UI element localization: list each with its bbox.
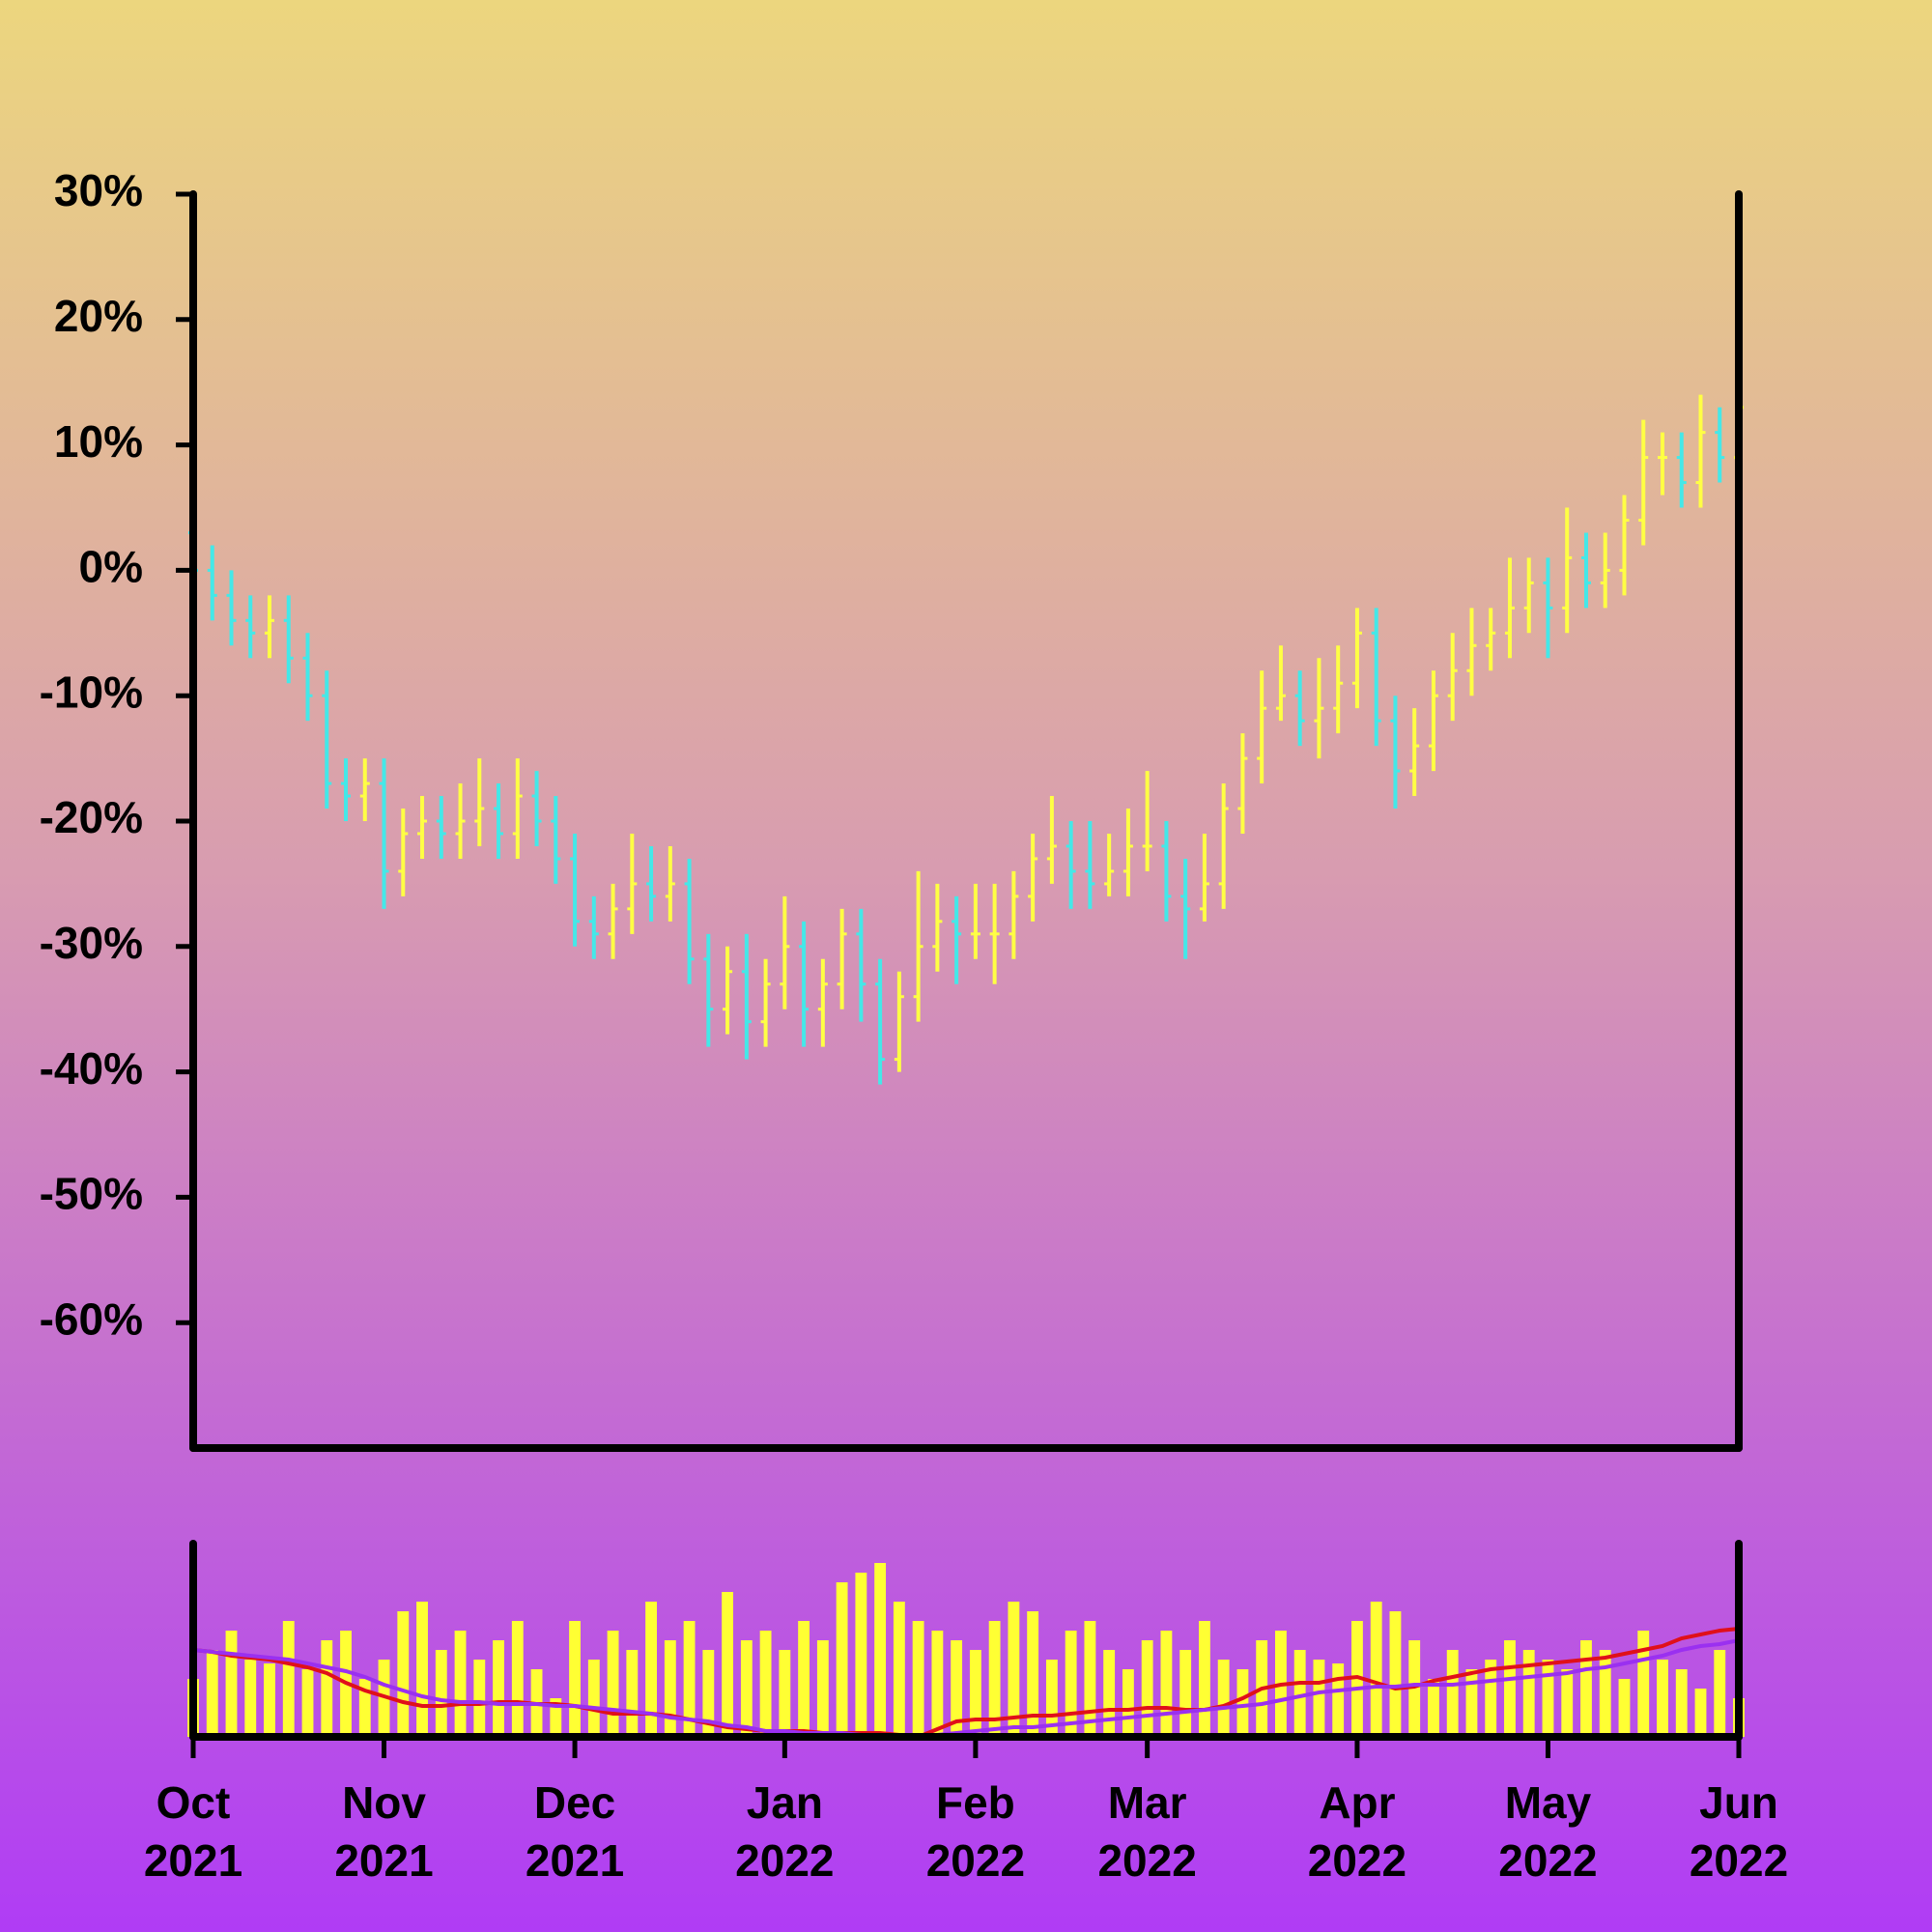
volume-bar xyxy=(1160,1631,1173,1737)
volume-bar xyxy=(1714,1650,1726,1737)
x-tick-label: Jan 2022 xyxy=(735,1777,835,1886)
volume-bar xyxy=(912,1621,924,1737)
volume-bar xyxy=(836,1582,848,1737)
volume-bar xyxy=(493,1640,504,1737)
volume-bar xyxy=(511,1621,524,1737)
volume-bar xyxy=(1542,1660,1554,1737)
y-tick-label: -30% xyxy=(40,918,143,968)
volume-bar xyxy=(607,1631,619,1737)
volume-bar xyxy=(645,1602,657,1737)
volume-bar xyxy=(626,1650,639,1737)
volume-bar xyxy=(1694,1689,1707,1737)
volume-bar xyxy=(1027,1611,1039,1737)
volume-bar xyxy=(225,1631,238,1737)
volume-bar xyxy=(1485,1660,1497,1737)
volume-bar xyxy=(454,1631,467,1737)
y-tick-label: -40% xyxy=(40,1043,143,1094)
volume-bar xyxy=(1045,1660,1058,1737)
volume-bar xyxy=(1141,1640,1153,1737)
volume-bar xyxy=(931,1631,944,1737)
volume-bar xyxy=(1217,1660,1230,1737)
volume-bar xyxy=(874,1563,887,1737)
moving-average xyxy=(192,1627,1740,1740)
x-tick-label: Mar 2022 xyxy=(1097,1777,1197,1886)
volume-bar xyxy=(301,1669,314,1737)
volume-bar xyxy=(1065,1631,1077,1737)
volume-bar xyxy=(282,1621,295,1737)
volume-bar xyxy=(1599,1650,1611,1737)
volume-bar xyxy=(1561,1669,1574,1737)
volume-bar xyxy=(1428,1679,1439,1737)
volume-bar xyxy=(397,1611,410,1737)
volume-bar xyxy=(1370,1602,1382,1737)
volume-bar xyxy=(1198,1621,1210,1737)
volume-bar xyxy=(969,1650,981,1737)
volume-bar xyxy=(722,1592,734,1737)
volume-bar xyxy=(988,1621,1001,1737)
volume-bar xyxy=(358,1679,371,1737)
volume-bar xyxy=(893,1602,905,1737)
y-tick-label: 10% xyxy=(54,416,143,467)
volume-bar xyxy=(550,1698,562,1737)
volume-bar xyxy=(664,1640,676,1737)
volume-bar xyxy=(1179,1650,1192,1737)
y-tick-label: -20% xyxy=(40,792,143,842)
y-tick-label: -10% xyxy=(40,667,143,717)
volume-bar xyxy=(1657,1660,1668,1737)
y-tick-label: 20% xyxy=(54,291,143,341)
volume-bar xyxy=(569,1621,581,1737)
x-tick-label: Jun 2022 xyxy=(1689,1777,1789,1886)
volume-bar xyxy=(1293,1650,1306,1737)
y-tick-label: -50% xyxy=(40,1169,143,1219)
x-tick-label: Oct 2021 xyxy=(143,1777,243,1886)
volume-bar xyxy=(244,1660,257,1737)
y-tick-label: 0% xyxy=(79,542,143,592)
volume-bar xyxy=(1122,1669,1134,1737)
volume-bar xyxy=(759,1631,772,1737)
volume-bar xyxy=(1618,1679,1631,1737)
volume-bar xyxy=(855,1573,867,1737)
volume-bar xyxy=(1465,1669,1478,1737)
volume-bar xyxy=(264,1663,275,1737)
x-tick-label: Apr 2022 xyxy=(1307,1777,1407,1886)
volume-bar xyxy=(321,1640,333,1737)
volume-bar xyxy=(1389,1611,1402,1737)
x-tick-label: Nov 2021 xyxy=(334,1777,434,1886)
volume-bar xyxy=(1008,1602,1020,1737)
volume-bar xyxy=(951,1640,963,1737)
volume-bar xyxy=(1504,1640,1516,1737)
x-tick-label: Dec 2021 xyxy=(525,1777,625,1886)
volume-bar xyxy=(1637,1631,1650,1737)
volume-bar xyxy=(435,1650,447,1737)
volume-bar xyxy=(1313,1660,1325,1737)
y-tick-label: -60% xyxy=(40,1293,143,1344)
volume-bar xyxy=(816,1640,829,1737)
volume-bar xyxy=(683,1621,696,1737)
volume-bar xyxy=(473,1660,486,1737)
volume-bar xyxy=(587,1660,600,1737)
volume-bar xyxy=(1084,1621,1096,1737)
x-tick-label: May 2022 xyxy=(1498,1777,1598,1886)
volume-bar xyxy=(1236,1669,1249,1737)
y-tick-label: 30% xyxy=(54,165,143,215)
volume-bar xyxy=(1522,1650,1535,1737)
volume-bar xyxy=(206,1650,218,1737)
volume-bar xyxy=(1675,1669,1688,1737)
volume-bar xyxy=(1446,1650,1459,1737)
x-tick-label: Feb 2022 xyxy=(925,1777,1026,1886)
volume-bar xyxy=(779,1650,791,1737)
volume-bar xyxy=(1103,1650,1116,1737)
volume-bar xyxy=(1580,1640,1592,1737)
volume-bar xyxy=(416,1602,428,1737)
volume-bar xyxy=(740,1640,753,1737)
volume-bar xyxy=(702,1650,715,1737)
moving-average xyxy=(192,1638,1740,1737)
volume-bar xyxy=(798,1621,810,1737)
volume-bar xyxy=(1332,1663,1345,1737)
